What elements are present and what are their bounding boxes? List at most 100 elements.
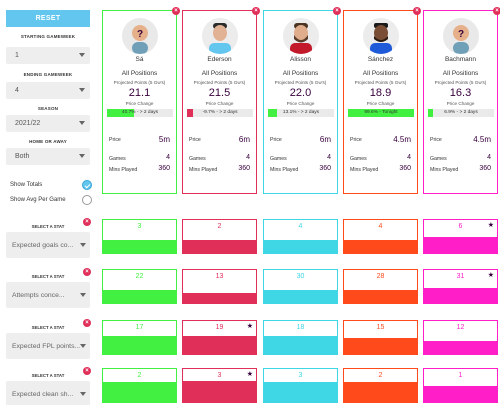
chevron-down-icon [79,88,85,92]
games-label: Games [109,156,126,162]
stat-value-cell: 3 [263,368,338,403]
show-avg-toggle[interactable]: Show Avg Per Game [10,195,92,205]
stat-value-cell: 30 [263,269,338,304]
stat-bar [264,239,337,253]
select-stat-label: SELECT A STAT [31,325,65,330]
stat-bar [424,340,497,354]
stat-select[interactable]: Expected clean sh... [6,381,90,405]
player-position: All Positions [121,70,158,77]
price-change-bar: -9.7% - > 2 days [187,109,253,117]
remove-player-icon[interactable]: × [493,7,500,15]
star-icon: ★ [487,222,494,229]
stat-bar [264,289,337,303]
games-label: Games [350,156,367,162]
price-value: 6m [238,135,250,144]
player-card: × Alisson All Positions Projected Points… [263,7,341,194]
player-position: All Positions [442,70,479,77]
remove-stat-icon[interactable]: × [83,319,91,327]
home-away-label: HOME OR AWAY [29,139,67,144]
player-name: Ederson [207,56,232,63]
projected-points-value: 21.5 [208,87,231,99]
radio-icon[interactable] [82,195,92,205]
svg-text:?: ? [458,29,464,40]
show-totals-label: Show Totals [10,182,43,188]
games-label: Games [270,156,287,162]
price-change-fill [428,109,434,117]
stat-value: 2 [137,372,142,379]
chevron-down-icon [80,243,86,247]
stat-value: 19 [215,324,224,331]
show-avg-label: Show Avg Per Game [10,197,66,203]
stat-select[interactable]: Expected goals co... [6,232,90,258]
show-totals-toggle[interactable]: Show Totals [10,180,92,190]
remove-player-icon[interactable]: × [252,7,260,15]
mins-played-value: 360 [158,165,170,172]
stat-value: 3 [217,372,222,379]
player-position: All Positions [201,70,238,77]
stat-bar [264,382,337,402]
reset-button[interactable]: RESET [6,10,90,27]
ending-gameweek-select[interactable]: 4 [6,82,90,99]
price-change-text: 13.1% - > 2 days [282,110,320,115]
stat-value: 15 [376,324,385,331]
price-change-fill [268,109,277,117]
stat-value-cell: 4 [263,219,338,254]
chevron-down-icon [79,53,85,57]
stat-value-cell: 3 ★ [182,368,257,403]
remove-player-icon[interactable]: × [333,7,341,15]
stat-value: 13 [215,273,224,280]
stat-value-cell: 3 [102,219,177,254]
stat-bar [344,289,417,303]
player-position: All Positions [282,70,319,77]
home-away-select[interactable]: Both [6,148,90,165]
stat-value-cell: 19 ★ [182,320,257,355]
stat-select[interactable]: Expected FPL points... [6,333,90,359]
remove-player-icon[interactable]: × [413,7,421,15]
stat-value: 18 [296,324,305,331]
price-label: Price [109,137,121,143]
stat-select[interactable]: Attempts conce... [6,282,90,308]
star-icon: ★ [246,323,253,330]
stat-value: 28 [376,273,385,280]
mins-played-value: 360 [479,165,491,172]
stat-value: 22 [135,273,144,280]
remove-stat-icon[interactable]: × [83,218,91,226]
remove-player-icon[interactable]: × [172,7,180,15]
price-change-bar: 99.6% - Tonight [348,109,414,117]
stat-bar [103,335,176,354]
price-change-fill [187,109,194,117]
price-label: Price [270,137,282,143]
stat-value: 2 [217,223,222,230]
starting-gameweek-label: STARTING GAMEWEEK [20,34,76,39]
price-change-label: Price Change [286,101,315,106]
remove-stat-icon[interactable]: × [83,367,91,375]
player-card: × Sánchez All Positions Projected Points… [343,7,421,194]
stat-value-cell: 31 ★ [423,269,498,304]
remove-stat-icon[interactable]: × [83,268,91,276]
price-change-bar: 6.9% - > 2 days [428,109,494,117]
stat-value: 6 [458,223,463,230]
player-name: Sá [135,56,144,63]
mins-played-label: Mins Played [350,167,379,173]
price-change-fill [107,109,134,117]
mins-played-value: 360 [319,165,331,172]
player-avatar: ? [443,18,479,54]
player-card: × ? Bachmann All Positions Projected Poi… [423,7,500,194]
price-value: 5m [158,135,170,144]
stat-value: 3 [137,223,142,230]
mins-played-label: Mins Played [109,167,138,173]
select-stat-label: SELECT A STAT [31,274,65,279]
stat-value-cell: 13 [182,269,257,304]
price-value: 4.5m [393,135,411,144]
games-value: 4 [407,154,411,161]
svg-text:?: ? [137,29,143,40]
season-select[interactable]: 2021/22 [6,115,90,132]
starting-gameweek-select[interactable]: 1 [6,47,90,64]
price-label: Price [430,137,442,143]
stat-value-cell: 6 ★ [423,219,498,254]
player-avatar: ? [122,18,158,54]
price-change-text: -9.7% - > 2 days [202,110,238,115]
check-icon[interactable] [82,180,92,190]
stat-value: 17 [135,324,144,331]
stat-bar [183,335,256,354]
